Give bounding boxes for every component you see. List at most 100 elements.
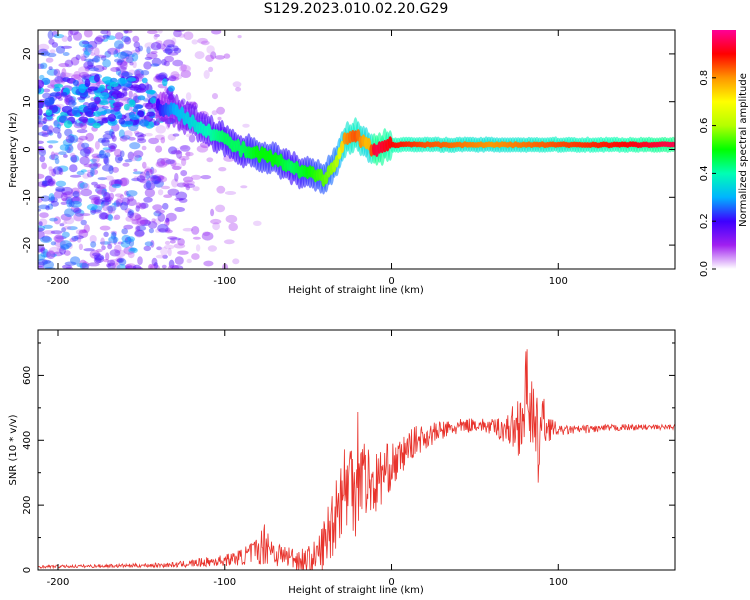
heatmap-cell [112, 232, 117, 237]
heatmap-cell [143, 61, 152, 70]
heatmap-cell [179, 64, 191, 73]
heatmap-cell [75, 54, 81, 61]
heatmap-cell [38, 245, 46, 253]
heatmap-cell [42, 248, 49, 258]
heatmap-cell [141, 145, 147, 151]
heatmap-cell [69, 164, 78, 173]
heatmap-cell [134, 229, 145, 238]
heatmap-cell [162, 254, 168, 259]
heatmap-cell [41, 125, 49, 131]
heatmap-cell [114, 40, 124, 50]
heatmap-cell [112, 216, 118, 221]
heatmap-cell [80, 262, 89, 269]
heatmap-cell [139, 219, 151, 227]
heatmap-cell [252, 220, 262, 226]
heatmap-cell [237, 35, 242, 39]
heatmap-cell [165, 159, 175, 165]
heatmap-cell [122, 162, 130, 167]
heatmap-cell [165, 227, 171, 233]
heatmap-cell [168, 259, 175, 269]
heatmap-cell [123, 224, 134, 230]
heatmap-cell [41, 180, 51, 187]
heatmap-cell [83, 43, 93, 49]
heatmap-cell [139, 171, 147, 181]
heatmap-cell [118, 43, 124, 49]
heatmap-cell [46, 129, 53, 135]
heatmap-cell [53, 34, 65, 39]
heatmap-cell [45, 205, 50, 211]
heatmap-cell [38, 120, 47, 125]
heatmap-cell [41, 259, 51, 264]
heatmap-cell [114, 214, 121, 220]
heatmap-cell [160, 137, 166, 144]
heatmap-cell [68, 134, 75, 143]
heatmap-cell [80, 188, 93, 197]
heatmap-cell [102, 133, 113, 140]
heatmap-cell [149, 90, 155, 95]
heatmap-cell [65, 242, 73, 248]
heatmap-cell [150, 50, 158, 55]
heatmap-cell [190, 174, 202, 180]
heatmap-cell [38, 146, 42, 152]
heatmap-cell [48, 193, 55, 201]
heatmap-cell [128, 209, 135, 216]
heatmap-cell [111, 131, 115, 140]
heatmap-cell [102, 34, 110, 38]
heatmap-cell [128, 69, 136, 76]
heatmap-cell [127, 195, 134, 202]
heatmap-cell [144, 188, 156, 198]
heatmap-cell [134, 154, 142, 162]
heatmap-cell [173, 243, 186, 249]
heatmap-cell [60, 192, 68, 202]
heatmap-cell [49, 92, 61, 97]
heatmap-cell [53, 235, 63, 242]
heatmap-cell [52, 166, 63, 175]
heatmap-cell [48, 246, 61, 255]
heatmap-cell [101, 188, 108, 197]
heatmap-cell [133, 130, 140, 135]
heatmap-cell [175, 191, 188, 201]
heatmap-cell [232, 81, 242, 88]
heatmap-cell [135, 70, 141, 77]
heatmap-cell [134, 266, 144, 269]
heatmap-cell [89, 235, 97, 243]
heatmap-cell [179, 145, 191, 152]
heatmap-cell [103, 191, 111, 201]
heatmap-cell [144, 42, 156, 49]
heatmap-cell [121, 228, 128, 235]
heatmap-cell [50, 151, 56, 160]
heatmap-cell [83, 224, 90, 234]
heatmap-cell [100, 110, 107, 115]
heatmap-cell [94, 140, 100, 150]
heatmap-cell [76, 236, 82, 243]
heatmap-cell [161, 264, 167, 269]
heatmap-cell [104, 156, 110, 166]
heatmap-cell [117, 257, 124, 264]
heatmap-cell [107, 259, 116, 266]
heatmap-cell [135, 46, 141, 53]
heatmap-cell [73, 235, 84, 240]
heatmap-cell [95, 35, 105, 43]
heatmap-cell [126, 54, 135, 58]
heatmap-cell [110, 145, 116, 151]
heatmap-cell [127, 136, 136, 141]
snr-y-tick-label: 400 [22, 431, 33, 450]
heatmap-cell [110, 206, 116, 214]
heatmap-cell [70, 154, 78, 163]
heatmap-cell [61, 45, 72, 49]
heatmap-cell [121, 35, 131, 43]
heatmap-cell [120, 50, 133, 57]
heatmap-cell [218, 167, 227, 172]
heatmap-cell [147, 263, 157, 269]
heatmap-cell [70, 205, 80, 213]
heatmap-cell [87, 86, 99, 91]
heatmap-cell [58, 167, 64, 176]
heatmap-cell [202, 231, 211, 237]
snr-x-tick-label: 100 [549, 577, 568, 588]
heatmap-cell [87, 40, 98, 50]
heatmap-cell [125, 265, 130, 269]
heatmap-cell [103, 231, 109, 237]
heatmap-cell [87, 262, 100, 267]
heatmap-x-tick-label: -200 [47, 276, 70, 287]
heatmap-cell [100, 237, 105, 246]
